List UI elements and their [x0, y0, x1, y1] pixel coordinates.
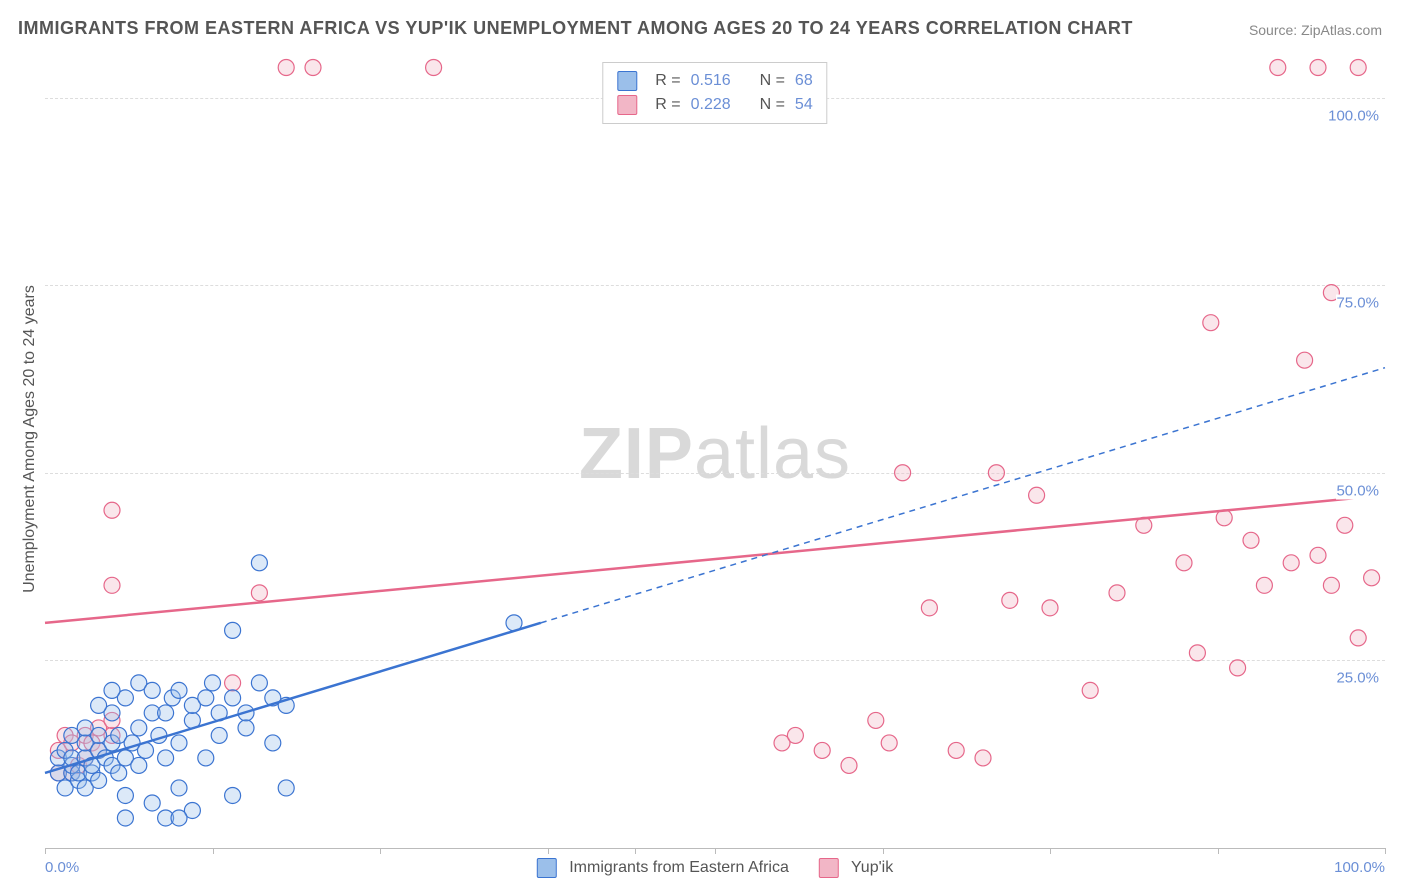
corr-row-pink: R = 0.228 N = 54: [617, 93, 812, 117]
legend-item-blue: Immigrants from Eastern Africa: [537, 858, 789, 878]
x-tick-100: 100.0%: [1334, 859, 1385, 876]
n-label: N =: [760, 93, 785, 117]
legend-label-blue: Immigrants from Eastern Africa: [569, 859, 789, 876]
r-label: R =: [655, 69, 680, 93]
correlation-legend: R = 0.516 N = 68 R = 0.228 N = 54: [602, 62, 827, 124]
source-text: Source: ZipAtlas.com: [1249, 22, 1382, 38]
n-value-blue: 68: [795, 69, 813, 93]
corr-row-blue: R = 0.516 N = 68: [617, 69, 812, 93]
swatch-blue-icon: [617, 71, 637, 91]
swatch-pink-icon: [819, 858, 839, 878]
n-value-pink: 54: [795, 93, 813, 117]
r-value-pink: 0.228: [691, 93, 731, 117]
swatch-pink-icon: [617, 95, 637, 115]
n-label: N =: [760, 69, 785, 93]
scatter-svg: [45, 60, 1385, 848]
x-tick-0: 0.0%: [45, 859, 79, 876]
swatch-blue-icon: [537, 858, 557, 878]
y-axis-label-wrap: Unemployment Among Ages 20 to 24 years: [0, 0, 30, 892]
r-value-blue: 0.516: [691, 69, 731, 93]
series-legend: Immigrants from Eastern Africa Yup'ik: [537, 858, 893, 878]
legend-item-pink: Yup'ik: [819, 858, 893, 878]
y-axis-label: Unemployment Among Ages 20 to 24 years: [21, 279, 39, 599]
r-label: R =: [655, 93, 680, 117]
legend-label-pink: Yup'ik: [851, 859, 893, 876]
plot-area: ZIPatlas 25.0%50.0%75.0%100.0% R = 0.516…: [45, 60, 1385, 849]
chart-title: IMMIGRANTS FROM EASTERN AFRICA VS YUP'IK…: [18, 18, 1133, 39]
